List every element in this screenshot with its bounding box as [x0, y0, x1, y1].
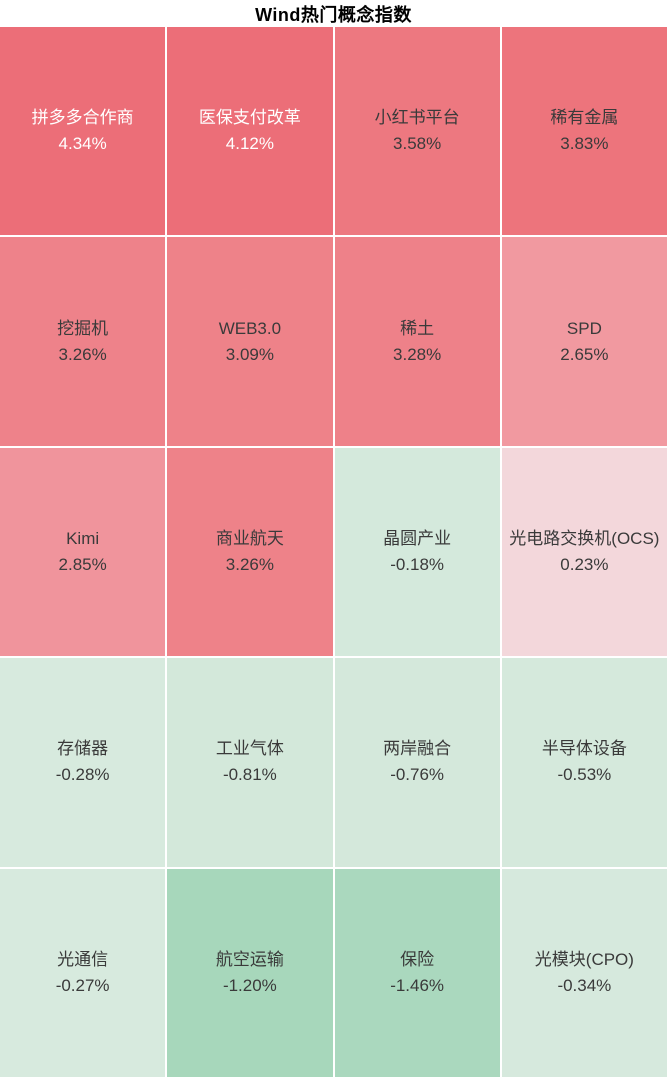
grid-cell[interactable]: 拼多多合作商 4.34%	[0, 27, 166, 236]
concept-name: 光通信	[57, 949, 109, 969]
concept-change-pct: 2.65%	[560, 344, 609, 364]
grid-cell[interactable]: 光电路交换机(OCS) 0.23%	[501, 447, 667, 657]
concept-change-pct: -1.46%	[390, 975, 445, 995]
concept-name: 稀土	[400, 318, 435, 338]
concept-change-pct: -1.20%	[222, 975, 277, 995]
grid-cell[interactable]: WEB3.0 3.09%	[167, 237, 333, 446]
concept-change-pct: -0.76%	[390, 765, 445, 785]
concept-change-pct: 3.83%	[560, 134, 609, 154]
concept-name: 航空运输	[215, 949, 284, 969]
grid-cell[interactable]: 小红书平台 3.58%	[334, 27, 500, 236]
page-title: Wind热门概念指数	[255, 4, 412, 25]
grid-cell[interactable]: 存储器 -0.28%	[0, 658, 166, 867]
grid-cell[interactable]: SPD 2.65%	[501, 237, 667, 446]
concept-name: 工业气体	[215, 739, 284, 759]
concept-name: 半导体设备	[541, 739, 627, 759]
concept-change-pct: 2.85%	[58, 554, 107, 574]
grid-cell[interactable]: 两岸融合 -0.76%	[334, 658, 500, 867]
concept-change-pct: 0.23%	[560, 554, 609, 574]
grid-cell[interactable]: 保险 -1.46%	[334, 868, 500, 1077]
concept-name: Kimi	[66, 528, 100, 548]
grid-cell[interactable]: 半导体设备 -0.53%	[501, 658, 667, 867]
header: Wind热门概念指数	[0, 0, 667, 27]
concept-change-pct: -0.81%	[222, 765, 277, 785]
concept-change-pct: -0.34%	[557, 975, 612, 995]
concept-change-pct: -0.18%	[390, 554, 445, 574]
concept-name: 保险	[400, 949, 435, 969]
grid-cell[interactable]: 稀土 3.28%	[334, 237, 500, 446]
concept-change-pct: -0.53%	[557, 765, 612, 785]
grid-cell[interactable]: 挖掘机 3.26%	[0, 237, 166, 446]
concept-name: SPD	[566, 318, 602, 338]
grid-cell[interactable]: 工业气体 -0.81%	[167, 658, 333, 867]
concept-name: 小红书平台	[374, 108, 460, 128]
grid-cell[interactable]: 晶圆产业 -0.18%	[334, 447, 500, 657]
concept-name: 挖掘机	[57, 318, 109, 338]
grid-cell[interactable]: 医保支付改革 4.12%	[167, 27, 333, 236]
concept-change-pct: -0.28%	[55, 765, 110, 785]
concept-name: 商业航天	[215, 528, 284, 548]
concept-name: 晶圆产业	[383, 528, 452, 548]
concept-change-pct: 4.12%	[225, 134, 274, 154]
concept-name: 两岸融合	[383, 739, 452, 759]
concept-name: 拼多多合作商	[31, 108, 134, 128]
concept-grid: 拼多多合作商 4.34% 医保支付改革 4.12% 小红书平台 3.58% 稀有金属 3.83…	[0, 27, 667, 1077]
concept-name: 存储器	[57, 739, 109, 759]
concept-change-pct: 3.28%	[393, 344, 442, 364]
grid-cell[interactable]: 光通信 -0.27%	[0, 868, 166, 1077]
grid-cell[interactable]: 航空运输 -1.20%	[167, 868, 333, 1077]
grid-cell[interactable]: 稀有金属 3.83%	[501, 27, 667, 236]
concept-change-pct: 3.58%	[393, 134, 442, 154]
concept-change-pct: 4.34%	[58, 134, 107, 154]
grid-cell[interactable]: Kimi 2.85%	[0, 447, 166, 657]
concept-name: 光模块(CPO)	[534, 949, 634, 969]
concept-change-pct: 3.26%	[58, 344, 107, 364]
concept-name: 医保支付改革	[198, 108, 301, 128]
concept-change-pct: 3.09%	[225, 344, 274, 364]
concept-name: 稀有金属	[550, 108, 619, 128]
concept-name: 光电路交换机(OCS)	[509, 528, 660, 548]
grid-cell[interactable]: 光模块(CPO) -0.34%	[501, 868, 667, 1077]
concept-name: WEB3.0	[218, 318, 282, 338]
grid-cell[interactable]: 商业航天 3.26%	[167, 447, 333, 657]
concept-change-pct: -0.27%	[55, 975, 110, 995]
concept-change-pct: 3.26%	[225, 554, 274, 574]
